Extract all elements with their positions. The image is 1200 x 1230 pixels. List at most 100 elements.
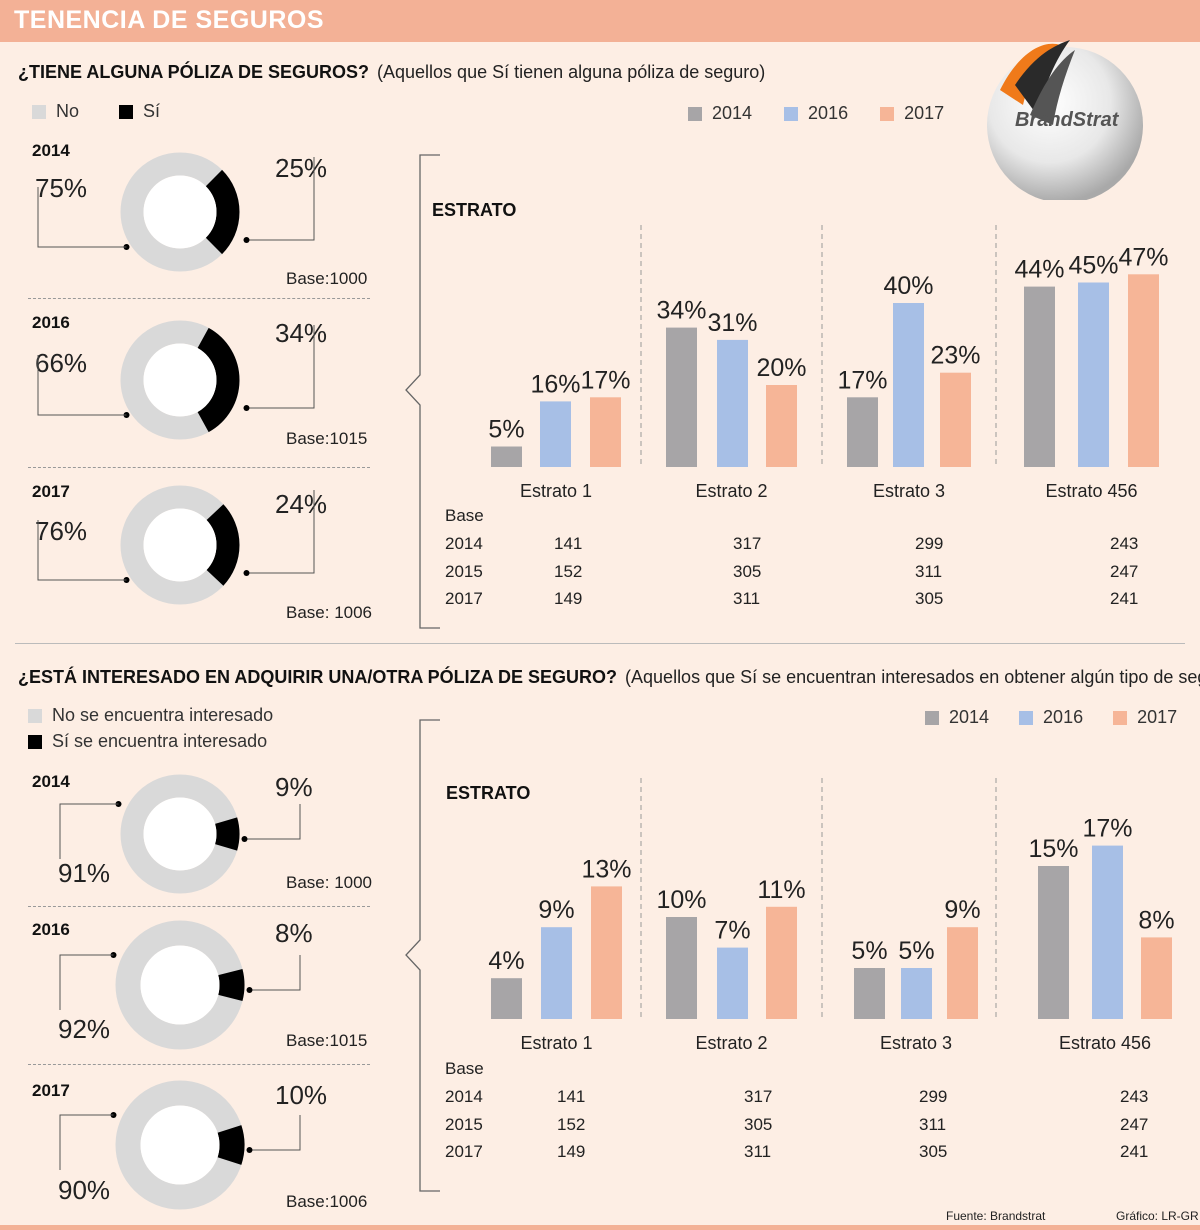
donut-hole [140,1105,220,1185]
donut-chart [37,320,315,440]
donut-si-segment [217,1125,245,1165]
donut-hole [143,175,217,249]
divider [28,298,370,299]
donut-chart [59,774,301,894]
bar [590,397,621,467]
bar [1141,937,1172,1019]
bar [1092,845,1123,1019]
base-table-title: Base [445,506,484,525]
base-table-cell: 247 [1120,1114,1149,1134]
bar-value-label: 9% [538,896,574,924]
base-table-year: 2015 [445,561,483,581]
donut-si-segment [205,169,240,255]
leader-line-si [249,157,315,241]
base-table-year: 2014 [445,1087,483,1106]
bar-value-label: 8% [1138,906,1174,934]
donut-no-label: 76% [35,516,88,546]
brandstrat-logo: BrandStrat [975,30,1155,203]
divider [28,906,370,907]
bar-value-label: 7% [714,917,750,945]
bar-value-label: 9% [944,896,980,924]
base-table-cell: 299 [915,534,944,553]
bar-value-label: 31% [707,309,757,337]
donut-no-label: 90% [58,1175,111,1205]
legend-label-si: Sí [143,101,161,121]
leader-dot-si [243,405,250,411]
bar [666,327,697,467]
bar-value-label: 15% [1028,835,1078,863]
bar-value-label: 47% [1118,243,1168,271]
donut-no-label: 66% [35,348,88,378]
base-table-cell: 247 [1110,561,1139,581]
bar [947,927,978,1019]
section1-estrato-label: ESTRATO [432,200,517,220]
section1-donut-legend: No Sí [32,101,160,122]
legend-swatch-2014 [688,106,702,121]
base-table-cell: 241 [1110,589,1139,608]
section2-bar-legend: 2014 2016 2017 [925,707,1177,728]
base-table-cell: 152 [557,1114,586,1134]
base-table-cell: 311 [919,1114,947,1134]
legend-swatch-2016 [784,106,799,121]
leader-dot-si [243,237,250,243]
base-table-cell: 305 [733,561,762,581]
legend-label-2014: 2014 [712,103,753,123]
leader-line-no [59,1114,114,1170]
donut-si-segment [206,504,240,586]
bar [1128,274,1159,467]
donut-si-segment [218,968,245,1002]
bar-value-label: 5% [488,416,524,444]
section2-estrato-label: ESTRATO [446,783,531,803]
leader-line-no [37,355,127,416]
base-table-title: Base [445,1059,484,1078]
category-label: Estrato 1 [520,1033,592,1053]
bar-value-label: 4% [488,947,524,975]
base-table-cell: 305 [919,1142,948,1161]
bar [854,968,885,1019]
bar [766,906,797,1019]
leader-line-no [37,187,127,248]
bar-value-label: 16% [530,370,580,398]
leader-line-si [249,490,315,574]
donut-no-label: 92% [58,1014,111,1044]
bar [1078,282,1109,467]
legend-label-2016: 2016 [1043,707,1084,727]
bar [847,397,878,467]
donut-si-segment [197,327,240,433]
section2-donut-legend-no: No se encuentra interesado [28,705,273,726]
base-table-cell: 311 [744,1142,772,1161]
bar-value-label: 5% [898,937,934,965]
donut-si-segment [214,817,240,851]
base-table-cell: 299 [919,1087,948,1106]
bar [766,385,797,467]
legend-swatch-2016 [1019,710,1034,725]
bar [591,886,622,1019]
category-label: Estrato 3 [873,481,945,501]
section1-bar-legend: 2014 2016 2017 [688,103,944,124]
bar [666,917,697,1019]
section-separator [15,643,1185,644]
legend-swatch-si [119,104,134,119]
bar-value-label: 11% [757,876,805,904]
base-table-year: 2014 [445,534,483,553]
donut-year-label: 2014 [32,772,70,791]
base-table-cell: 241 [1120,1142,1149,1161]
base-table-cell: 311 [733,589,761,608]
bar-value-label: 40% [883,272,933,300]
donut-chart [59,1080,301,1210]
leader-line-si [252,955,301,991]
donut-si-label: 34% [275,318,328,348]
footer-credit: Gráfico: LR-GR [1116,1209,1199,1223]
legend-swatch-2017 [1113,710,1128,725]
leader-dot-si [246,987,253,993]
section1-bar-chart: 5%16% 17%Estrato 134% 31%20%Estrato 217%40… [488,225,1169,501]
bar [491,446,522,467]
category-label: Estrato 2 [695,1033,767,1053]
bar-value-label: 20% [756,354,806,382]
donut-si-label: 8% [275,918,313,948]
donut-si-label: 10% [275,1080,328,1110]
donut-si-label: 9% [275,772,313,802]
donut-year-label: 2014 [32,141,70,160]
footer-source: Fuente: Brandstrat [946,1209,1046,1223]
brandstrat-logo-text: BrandStrat [1015,109,1120,131]
